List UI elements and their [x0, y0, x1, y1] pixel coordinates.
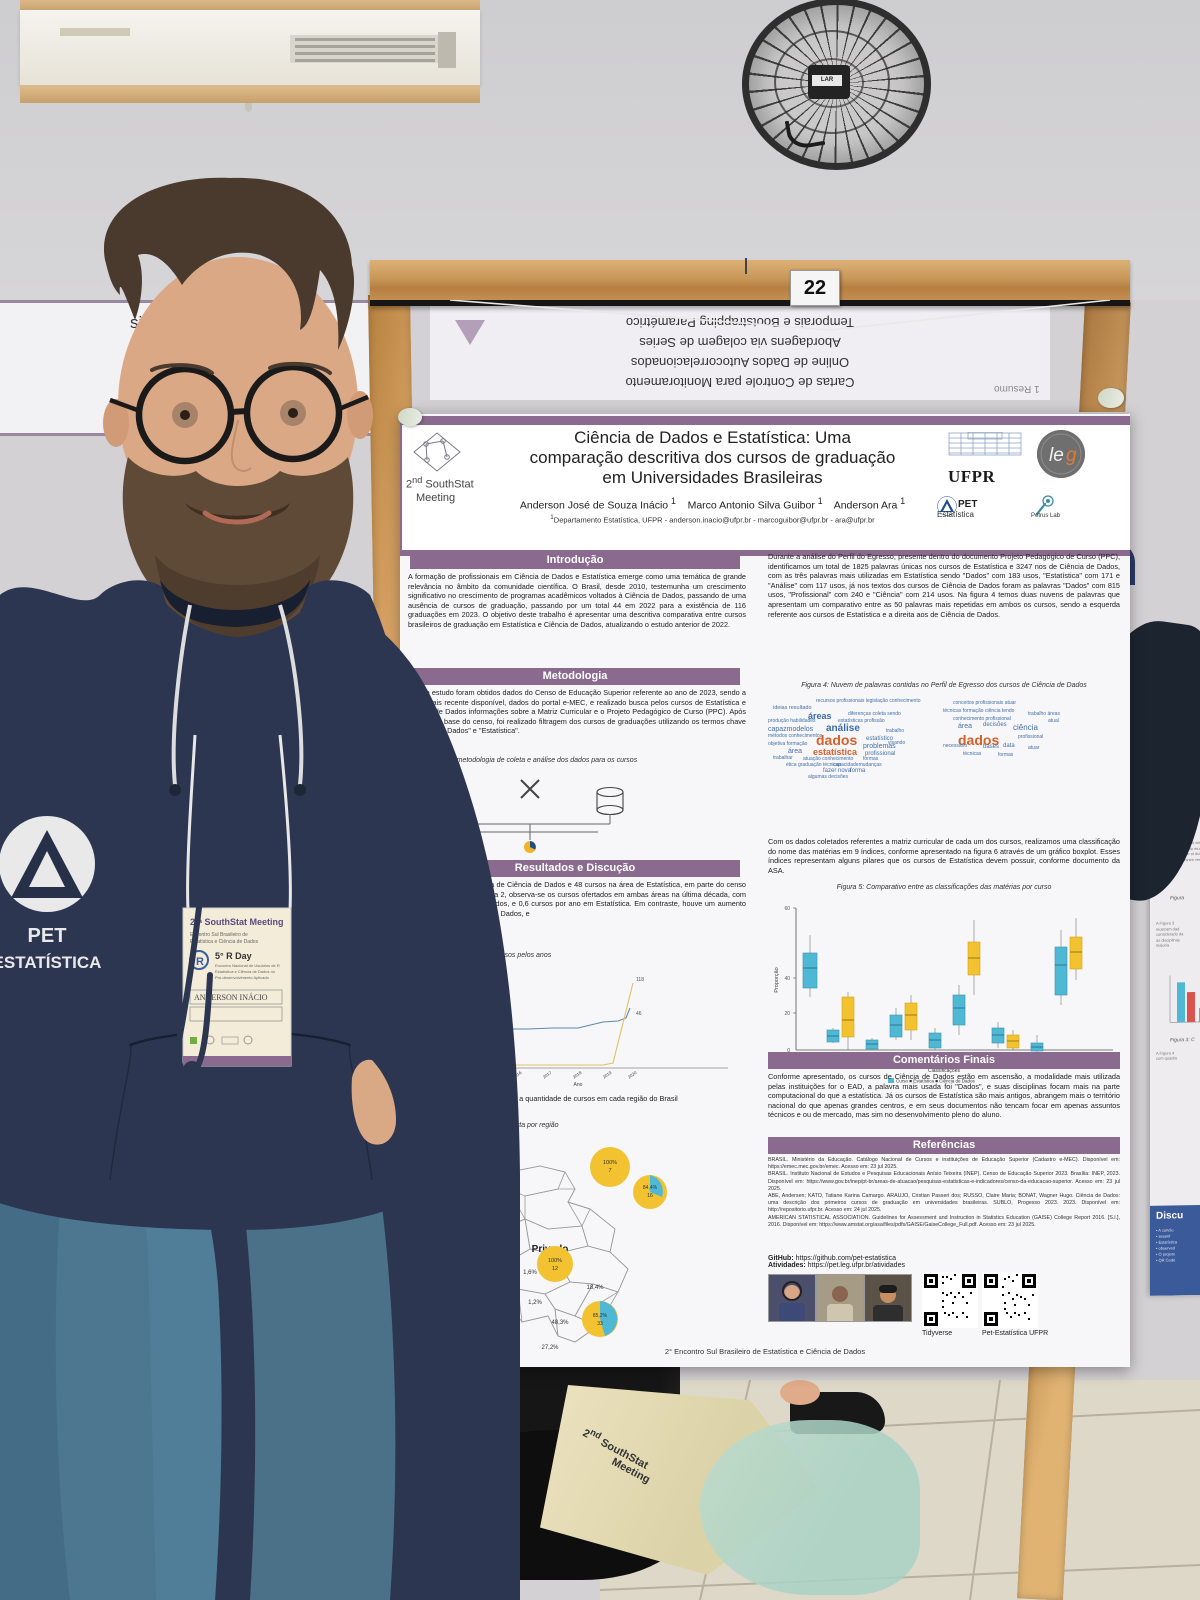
svg-text:Encontro Nacional de Usuários: Encontro Nacional de Usuários de R: [215, 963, 280, 968]
svg-text:33: 33: [597, 1321, 603, 1327]
svg-text:1,2%: 1,2%: [528, 1300, 542, 1306]
svg-text:100%: 100%: [603, 1160, 617, 1166]
svg-text:Estatística e Ciência de Dados: Estatística e Ciência de Dados: [190, 939, 259, 945]
svg-text:40: 40: [784, 976, 790, 982]
svg-text:16: 16: [647, 1193, 653, 1199]
svg-text:118: 118: [636, 977, 644, 983]
svg-text:18,4%: 18,4%: [586, 1285, 604, 1291]
svg-text:100%: 100%: [548, 1258, 562, 1264]
svg-text:g: g: [1066, 445, 1077, 466]
svg-text:2017: 2017: [542, 1070, 553, 1080]
svg-text:46: 46: [636, 1011, 642, 1017]
svg-text:Ano: Ano: [574, 1082, 583, 1088]
svg-text:85,2%: 85,2%: [593, 1313, 608, 1319]
svg-text:PET: PET: [28, 925, 67, 947]
svg-text:Estatística e Ciência de Dados: Estatística e Ciência de Dados no: [215, 969, 276, 974]
svg-text:60: 60: [784, 906, 790, 912]
svg-text:84,4%: 84,4%: [643, 1185, 658, 1191]
svg-text:7: 7: [608, 1168, 611, 1174]
svg-text:2019: 2019: [602, 1070, 613, 1080]
svg-text:Pró-desenvolvimento Aplicado: Pró-desenvolvimento Aplicado: [215, 975, 270, 980]
svg-text:ESTATÍSTICA: ESTATÍSTICA: [0, 953, 101, 972]
svg-text:2018: 2018: [572, 1070, 583, 1080]
svg-text:12: 12: [552, 1266, 558, 1272]
svg-text:2ⁿᵃ SouthStat Meeting: 2ⁿᵃ SouthStat Meeting: [190, 917, 283, 927]
svg-text:Proporção: Proporção: [774, 967, 780, 992]
svg-text:2020: 2020: [627, 1070, 638, 1080]
svg-text:R: R: [196, 956, 204, 968]
svg-text:1,6%: 1,6%: [523, 1270, 537, 1276]
svg-text:48,3%: 48,3%: [551, 1320, 569, 1326]
svg-text:20: 20: [784, 1011, 790, 1017]
svg-text:le: le: [1049, 445, 1064, 466]
svg-text:ANDERSON INÁCIO: ANDERSON INÁCIO: [194, 992, 268, 1002]
svg-text:5° R Day: 5° R Day: [215, 951, 252, 961]
